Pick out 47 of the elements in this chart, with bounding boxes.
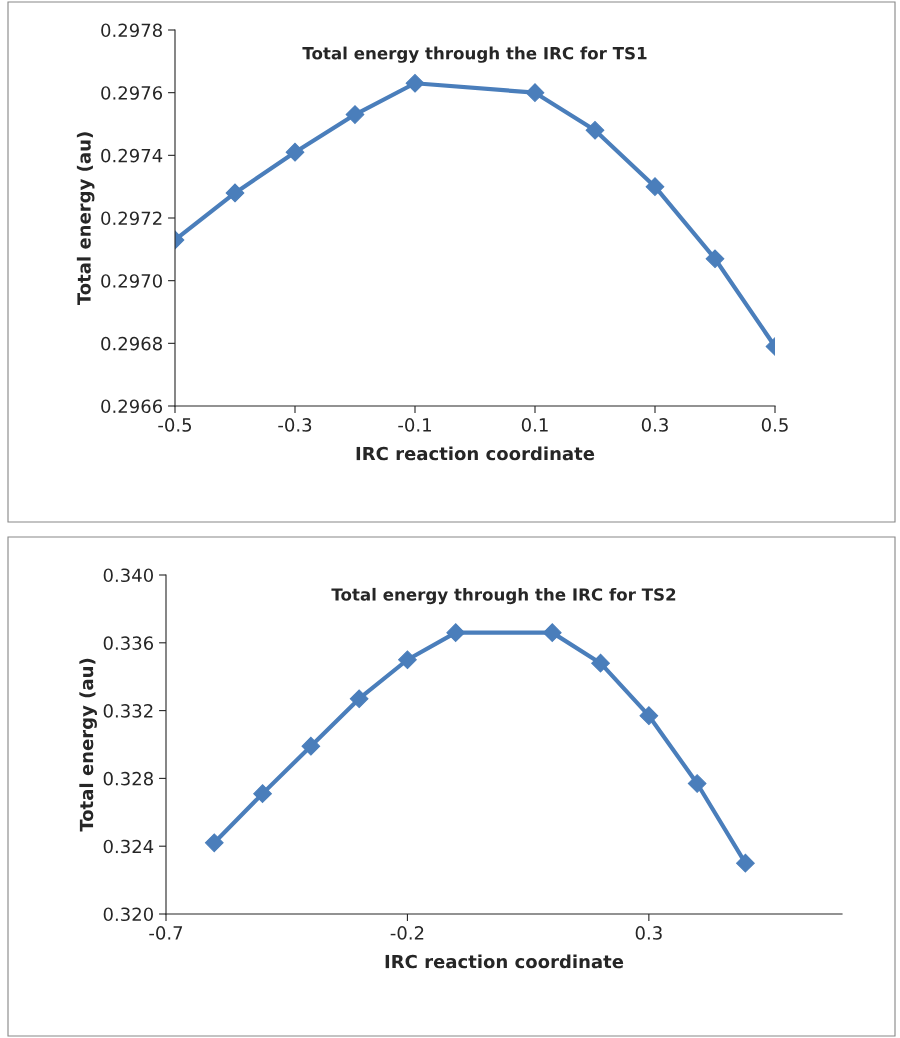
x-axis-title: IRC reaction coordinate <box>356 446 595 461</box>
point <box>525 83 545 103</box>
y-tick-label: 0.2976 <box>101 86 163 100</box>
point <box>345 105 365 124</box>
point <box>446 623 466 642</box>
x-tick-label: 0.3 <box>641 418 668 432</box>
point <box>204 833 224 853</box>
x-tick-label: 0.3 <box>635 926 662 940</box>
y-tick-label: 0.328 <box>103 771 153 786</box>
y-axis-title: Total energy (au) <box>76 132 95 306</box>
x-tick-label: -0.2 <box>390 926 424 940</box>
y-tick-label: 0.2972 <box>101 211 162 226</box>
point <box>285 142 305 162</box>
x-tick-label: -0.1 <box>398 418 431 432</box>
point <box>405 73 425 93</box>
point <box>542 623 562 642</box>
point <box>225 183 245 203</box>
point <box>253 784 272 804</box>
y-tick-label: 0.2978 <box>101 23 162 38</box>
y-tick-label: 0.336 <box>103 636 154 650</box>
y-tick-label: 0.332 <box>103 704 153 718</box>
point <box>705 249 725 269</box>
point <box>639 706 659 726</box>
point <box>645 177 665 197</box>
x-tick-label: -0.7 <box>149 926 183 940</box>
x-axis-title: IRC reaction coordinate <box>385 954 624 969</box>
point <box>398 650 417 670</box>
x-tick-label: -0.3 <box>278 418 312 432</box>
point <box>301 736 321 756</box>
y-axis-title: Total energy (au) <box>79 658 97 832</box>
point <box>736 853 755 873</box>
x-tick-label: -0.5 <box>158 418 192 432</box>
point <box>349 689 369 709</box>
text: Total energy through the IRC for TS2 <box>331 587 676 605</box>
y-tick-label: 0.340 <box>103 568 153 583</box>
point <box>585 120 605 140</box>
y-tick-label: 0.2968 <box>101 336 162 351</box>
point <box>687 774 707 793</box>
text: Total energy through the IRC for TS1 <box>302 46 647 63</box>
y-tick-label: 0.2966 <box>101 399 163 414</box>
y-tick-label: 0.324 <box>103 839 154 854</box>
y-tick-label: 0.2974 <box>101 148 163 163</box>
y-tick-label: 0.2970 <box>101 274 162 288</box>
y-tick-label: 0.320 <box>103 907 153 922</box>
x-tick-label: 0.1 <box>521 418 548 432</box>
x-tick-label: 0.5 <box>761 418 788 432</box>
point <box>591 653 610 673</box>
